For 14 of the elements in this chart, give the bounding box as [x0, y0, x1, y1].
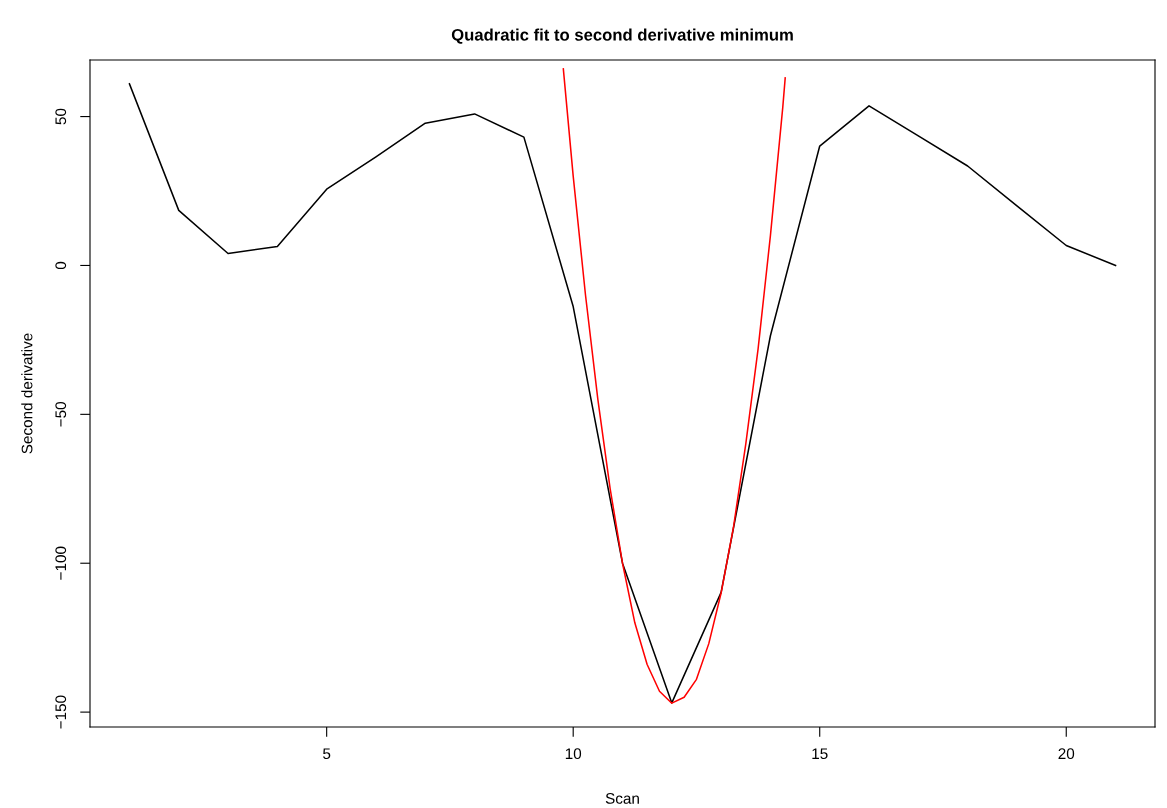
y-tick-label: −100 [55, 546, 67, 580]
line-series [128, 83, 1117, 704]
y-tick-label: 0 [55, 261, 67, 270]
x-tick-label: 10 [565, 748, 582, 760]
y-tick-label: −150 [55, 695, 67, 729]
y-tick-label: −50 [55, 401, 67, 427]
x-tick-label: 5 [323, 748, 331, 760]
x-axis-title: Scan [605, 793, 639, 804]
chart-title: Quadratic fit to second derivative minimum [451, 28, 793, 44]
y-tick-label: 50 [55, 108, 67, 125]
line-series [562, 68, 786, 704]
x-tick-label: 20 [1058, 748, 1075, 760]
x-tick-label: 15 [812, 748, 828, 760]
y-axis-title: Second derivative [21, 333, 33, 454]
